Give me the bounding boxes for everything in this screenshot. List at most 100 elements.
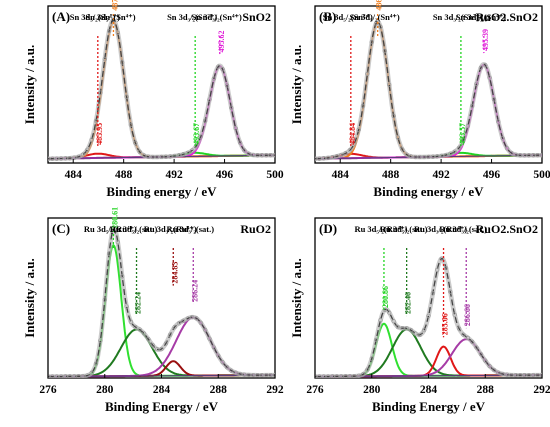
data-point [435, 267, 440, 272]
data-point [339, 152, 344, 158]
data-point [242, 372, 247, 377]
data-point [325, 374, 331, 378]
data-point [417, 332, 422, 338]
data-point [67, 374, 72, 378]
data-point [85, 373, 90, 378]
x-axis-title: Binding Energy / eV [372, 399, 486, 414]
data-point [115, 30, 120, 35]
peak-value-2: 282.46 [404, 292, 413, 314]
data-point [189, 148, 195, 153]
data-point [391, 113, 396, 119]
peak-value-1: 280.61 [110, 207, 119, 229]
data-point [76, 374, 81, 378]
data-point [63, 156, 68, 161]
peak-value-1: 487.19 [110, 0, 119, 11]
data-point [50, 374, 55, 378]
x-tick-label: 276 [306, 384, 324, 396]
data-point [491, 367, 497, 373]
data-point [535, 153, 540, 158]
data-point [478, 351, 484, 357]
x-tick-label: 280 [363, 384, 381, 396]
data-point [242, 148, 247, 153]
peak-value-2: 495.39 [481, 29, 490, 51]
data-point [181, 318, 186, 323]
peak-label-3: Sn 3d₅/₂(Sn²⁺) [70, 12, 120, 22]
data-point [448, 289, 453, 294]
data-point [330, 155, 335, 160]
data-point [224, 365, 230, 370]
data-point [509, 372, 514, 378]
data-point [522, 373, 527, 378]
component-1 [48, 243, 275, 378]
data-point [54, 156, 59, 161]
data-point [93, 361, 99, 366]
data-point [526, 373, 532, 378]
y-axis-title: Intensity / a.u. [22, 258, 37, 337]
data-point [154, 154, 160, 160]
data-point [220, 67, 225, 72]
data-point [176, 321, 182, 326]
data-point [124, 304, 129, 309]
data-point [395, 135, 401, 140]
y-axis-title: Intensity / a.u. [22, 45, 37, 124]
data-point [325, 155, 331, 161]
data-point [76, 154, 81, 159]
data-point [48, 156, 51, 161]
data-point [172, 153, 177, 159]
data-point [465, 335, 470, 340]
data-point [237, 371, 243, 377]
data-point [185, 150, 190, 156]
data-point [387, 310, 392, 315]
peak-label-1: Ru 3d₅/₂(Ru⁴⁺) [84, 224, 137, 234]
data-point [259, 373, 265, 378]
data-point [203, 118, 208, 123]
data-point [203, 327, 208, 333]
sample-label: RuO2.SnO2 [476, 10, 538, 24]
data-point [531, 153, 536, 158]
data-point [106, 251, 112, 256]
data-point [317, 374, 322, 378]
data-point [443, 152, 449, 158]
panel-b: 486.97Sn 3d₅/₂(Sn⁴⁺) 495.39 Sn 3d₃/₂(Sn⁴⁺)… [289, 0, 550, 199]
data-point [185, 316, 190, 321]
plot-frame [47, 5, 276, 164]
data-point [413, 154, 418, 160]
data-point [220, 360, 225, 365]
data-point [224, 83, 230, 88]
data-point [518, 153, 523, 158]
data-point [120, 60, 125, 65]
data-point [216, 64, 221, 69]
data-point [89, 137, 94, 142]
data-point [496, 119, 501, 124]
data-point [539, 372, 542, 378]
data-point [483, 63, 488, 68]
data-point [317, 156, 322, 161]
data-point [168, 154, 173, 159]
component-4 [315, 338, 542, 378]
data-point [509, 150, 514, 156]
data-point [211, 76, 217, 81]
y-axis-title: Intensity / a.u. [289, 258, 304, 337]
panel-a: 487.19Sn 3d₅/₂(Sn⁴⁺) 495.62 Sn 3d₃/₂(Sn⁴⁺)… [22, 0, 284, 199]
data-point [343, 151, 348, 156]
data-point [89, 370, 94, 375]
data-point [483, 358, 488, 363]
peak-label-4: Sn 3d₃/₂(Sn²⁺) [433, 12, 483, 22]
data-point [360, 103, 366, 109]
data-point [378, 24, 383, 29]
data-point [237, 140, 243, 145]
peak-value-3: 284.83 [170, 262, 179, 284]
peak-value-4: 493.57 [458, 123, 467, 145]
data-point [400, 326, 405, 331]
data-point [246, 372, 251, 378]
data-point [347, 148, 353, 153]
peak-value-4: 493.67 [192, 123, 201, 145]
fit-envelope [315, 21, 542, 160]
data-point [504, 146, 510, 151]
peak-value-1: 486.97 [375, 0, 384, 11]
data-point [496, 370, 501, 375]
plot-area [48, 226, 275, 378]
data-point [251, 152, 256, 158]
x-tick-label: 288 [477, 384, 495, 396]
data-point [426, 313, 431, 318]
